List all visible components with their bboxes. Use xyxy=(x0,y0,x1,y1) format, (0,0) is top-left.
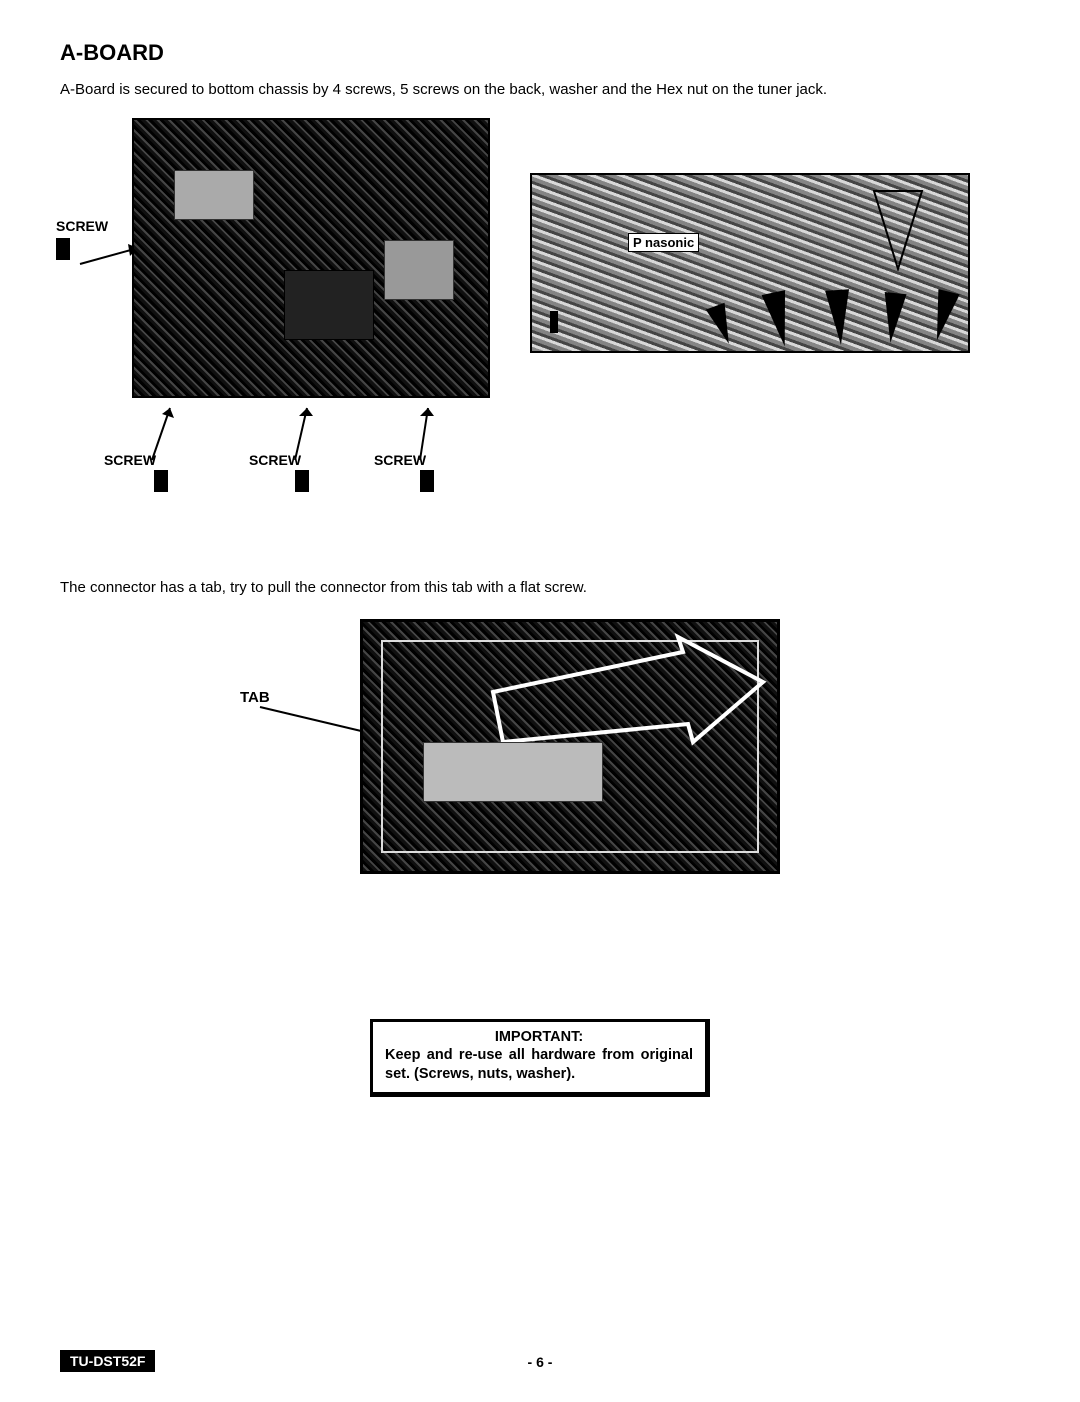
screw-label-bottom-1: SCREW xyxy=(90,452,170,468)
connector-block xyxy=(423,742,603,802)
pin-icon xyxy=(550,311,558,333)
figures-row: SCREW SCREW xyxy=(60,118,1020,468)
connector-paragraph: The connector has a tab, try to pull the… xyxy=(60,578,1020,598)
screw-text: SCREW xyxy=(56,218,108,234)
photo-connector xyxy=(360,619,780,874)
chip-rect xyxy=(284,270,374,340)
screw-label-bottom-2: SCREW xyxy=(235,452,315,468)
screw-label-left: SCREW xyxy=(56,218,126,260)
model-tag: TU-DST52F xyxy=(60,1350,155,1372)
screw-icon xyxy=(295,470,309,492)
page-number: - 6 - xyxy=(528,1354,553,1370)
tab-label: TAB xyxy=(240,689,270,706)
screw-text: SCREW xyxy=(374,452,426,468)
important-box: IMPORTANT: Keep and re-use all hardware … xyxy=(370,1019,710,1098)
photo-back: P nasonic xyxy=(530,173,970,353)
section-heading: A-BOARD xyxy=(60,40,1020,66)
connector-section: The connector has a tab, try to pull the… xyxy=(60,578,1020,888)
important-body: Keep and re-use all hardware from origin… xyxy=(385,1046,693,1084)
screw-label-bottom-3: SCREW xyxy=(360,452,440,468)
figure-connector: TAB xyxy=(250,619,810,889)
outline-arrow xyxy=(868,181,928,271)
important-title: IMPORTANT: xyxy=(385,1028,693,1047)
brand-label: P nasonic xyxy=(628,233,699,252)
figure-back-panel: P nasonic xyxy=(530,173,970,353)
pointer-arrow xyxy=(825,289,853,346)
photo-aboard xyxy=(132,118,490,398)
chip-rect xyxy=(174,170,254,220)
chip-rect xyxy=(384,240,454,300)
screw-text: SCREW xyxy=(249,452,301,468)
figure-aboard-top: SCREW SCREW xyxy=(60,118,490,468)
screw-icon xyxy=(56,238,70,260)
screw-icon xyxy=(154,470,168,492)
page-footer: TU-DST52F - 6 - xyxy=(60,1350,1020,1372)
intro-paragraph: A-Board is secured to bottom chassis by … xyxy=(60,80,1020,100)
screw-text: SCREW xyxy=(104,452,156,468)
screw-icon xyxy=(420,470,434,492)
